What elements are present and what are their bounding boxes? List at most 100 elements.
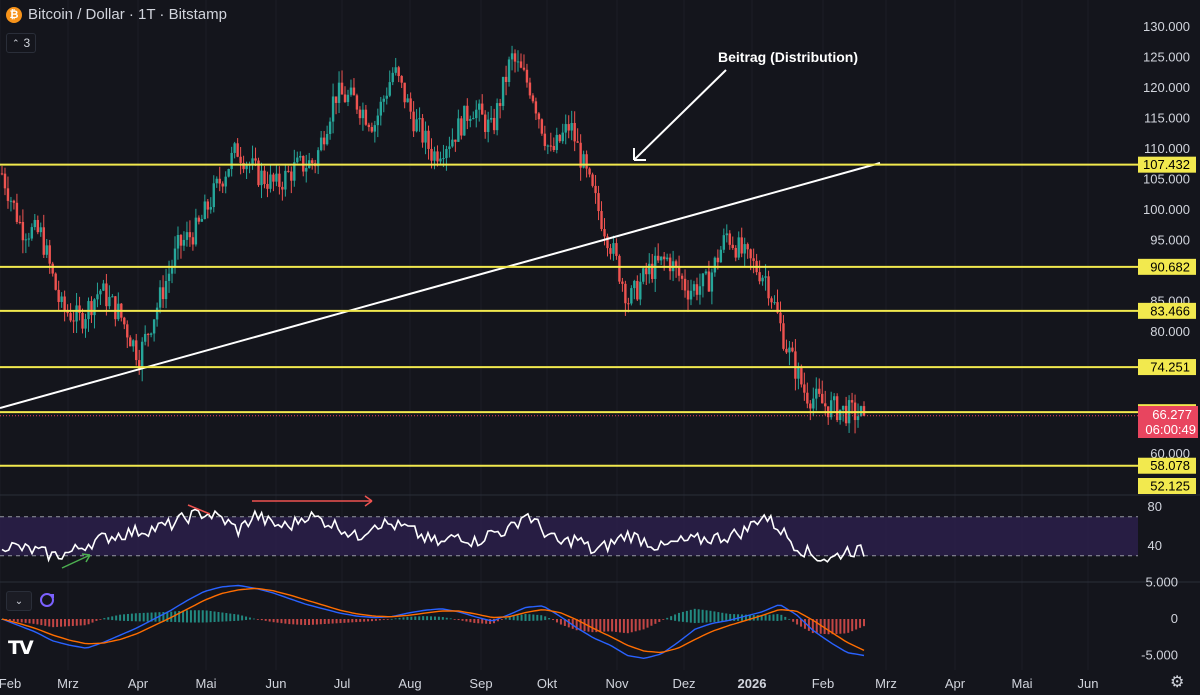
macd-histogram-bar — [418, 616, 421, 621]
candle-body — [740, 237, 743, 254]
candle-body — [716, 257, 720, 263]
macd-histogram-bar — [579, 619, 582, 631]
candle-body — [516, 61, 520, 63]
candle-body — [797, 367, 800, 379]
macd-histogram-bar — [426, 616, 429, 621]
x-tick-label: Apr — [128, 676, 149, 691]
candle-body — [245, 164, 248, 170]
candle-body — [761, 277, 764, 282]
x-tick-label: Feb — [0, 676, 21, 691]
x-tick-label: Dez — [672, 676, 695, 691]
candle-body — [197, 217, 201, 222]
candle-body — [642, 268, 645, 282]
signal-line — [1, 587, 865, 654]
refresh-icon[interactable] — [38, 591, 56, 609]
candle-body — [30, 227, 34, 239]
candle-body — [567, 124, 570, 131]
macd-histogram-bar — [803, 619, 806, 629]
candle-body — [191, 237, 195, 245]
candle-body — [785, 348, 788, 353]
macd-histogram-bar — [374, 619, 377, 621]
divergence-arrow-green — [61, 554, 91, 569]
level-label-box — [1138, 156, 1196, 173]
candle-body — [391, 72, 394, 83]
macd-histogram-bar — [410, 616, 413, 620]
macd-histogram-bar — [48, 619, 51, 627]
candle-body — [645, 268, 648, 275]
candle-body — [436, 151, 439, 162]
macd-histogram-bar — [390, 618, 393, 620]
macd-histogram-bar — [859, 619, 862, 628]
candle-body — [788, 347, 791, 353]
candle-body — [21, 222, 25, 241]
macd-histogram-bar — [666, 617, 669, 620]
candle-body — [269, 174, 272, 189]
candle-body — [27, 238, 31, 240]
candle-body — [281, 186, 284, 190]
macd-histogram-bar — [571, 619, 574, 629]
level-label: 90.682 — [1150, 259, 1190, 274]
macd-histogram-bar — [280, 619, 283, 624]
candle-body — [45, 245, 48, 255]
candle-body — [361, 109, 365, 119]
macd-histogram-bar — [855, 619, 858, 630]
macd-histogram-bar — [721, 612, 724, 622]
candle-body — [579, 142, 582, 168]
candle-body — [809, 403, 812, 409]
macd-histogram-bar — [603, 619, 606, 632]
price-tick-label: 110.000 — [1144, 141, 1190, 156]
macd-histogram-bar — [461, 619, 464, 621]
candle-body — [722, 235, 726, 250]
candle-body — [561, 132, 564, 142]
candle-body — [212, 183, 215, 208]
candle-body — [48, 245, 51, 264]
candle-body — [841, 405, 845, 410]
macd-histogram-bar — [264, 619, 267, 621]
tradingview-logo[interactable]: TV — [8, 637, 34, 659]
macd-histogram-bar — [693, 608, 696, 624]
macd-histogram-bar — [445, 617, 448, 620]
macd-histogram-bar — [63, 619, 66, 627]
candle-body — [343, 94, 347, 103]
macd-histogram-bar — [245, 616, 248, 620]
candle-body — [483, 114, 487, 132]
macd-histogram-bar — [630, 619, 633, 633]
candle-body — [659, 256, 663, 261]
macd-histogram-bar — [119, 614, 122, 621]
candle-body — [812, 398, 815, 409]
macd-histogram-bar — [819, 619, 822, 634]
divergence-arrowhead-green — [81, 553, 91, 563]
level-label-box — [1138, 478, 1196, 494]
candle-body — [427, 130, 430, 149]
macd-histogram-bar — [815, 619, 818, 634]
macd-histogram-bar — [847, 619, 850, 633]
candle-body — [275, 173, 278, 182]
macd-histogram-bar — [772, 614, 775, 621]
macd-histogram-bar — [185, 610, 188, 623]
macd-histogram-bar — [205, 610, 208, 623]
collapse-indicators-button[interactable]: ⌃ 3 — [6, 33, 37, 53]
candle-body — [54, 273, 57, 290]
candle-body — [507, 59, 511, 83]
x-tick-label: Jul — [334, 676, 351, 691]
candle-body — [257, 160, 260, 186]
candle-body — [457, 118, 460, 142]
candle-body — [39, 227, 42, 233]
candle-body — [832, 396, 836, 401]
candle-body — [400, 76, 403, 83]
macd-histogram-bar — [221, 612, 224, 622]
candle-body — [537, 113, 541, 120]
macd-histogram-bar — [678, 612, 681, 622]
gear-icon[interactable]: ⚙ — [1170, 674, 1185, 691]
candle-body — [698, 286, 702, 295]
macd-histogram-bar — [658, 619, 661, 622]
candle-body — [370, 127, 374, 132]
candle-body — [132, 340, 135, 347]
chevron-down-icon[interactable]: ⌄ — [6, 591, 32, 611]
candle-body — [495, 103, 499, 131]
level-label-box — [1138, 359, 1196, 376]
candle-body — [149, 333, 153, 335]
macd-histogram-bar — [20, 619, 23, 623]
macd-histogram-bar — [827, 619, 830, 635]
